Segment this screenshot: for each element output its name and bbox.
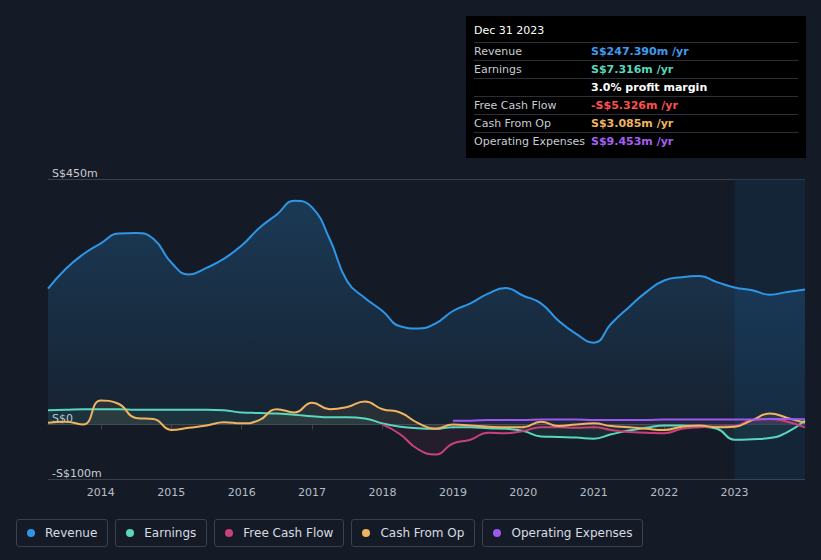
- html-text:Operating Expenses: Operating Expenses: [511, 526, 633, 540]
- html-text:Free Cash Flow: Free Cash Flow: [243, 526, 334, 540]
- svg-text:2017: 2017: [298, 486, 326, 499]
- svg-text:2015: 2015: [157, 486, 185, 499]
- html-text:S$7.316m /yr: S$7.316m /yr: [591, 63, 674, 76]
- svg-text:2021: 2021: [580, 486, 608, 499]
- html-text:S$9.453m /yr: S$9.453m /yr: [591, 135, 674, 148]
- svg-text:2018: 2018: [368, 486, 396, 499]
- svg-text:2019: 2019: [439, 486, 467, 499]
- html-text:Earnings: Earnings: [474, 63, 522, 76]
- svg-text:2016: 2016: [228, 486, 256, 499]
- html-text:S$247.390m /yr: S$247.390m /yr: [591, 45, 689, 58]
- svg-text:S$450m: S$450m: [52, 167, 98, 180]
- svg-text:2022: 2022: [650, 486, 678, 499]
- svg-text:2014: 2014: [87, 486, 115, 499]
- html-text:Revenue: Revenue: [45, 526, 98, 540]
- svg-text:2020: 2020: [509, 486, 537, 499]
- html-text:S$3.085m /yr: S$3.085m /yr: [591, 117, 674, 130]
- html-text:Revenue: Revenue: [474, 45, 522, 58]
- html-text:3.0% profit margin: 3.0% profit margin: [591, 81, 708, 94]
- html-text:Operating Expenses: Operating Expenses: [474, 135, 585, 148]
- html-text:Cash From Op: Cash From Op: [380, 526, 465, 540]
- html-text:Cash From Op: Cash From Op: [474, 117, 551, 130]
- html-text:Free Cash Flow: Free Cash Flow: [474, 99, 557, 112]
- html-text:-S$5.326m /yr: -S$5.326m /yr: [591, 99, 678, 112]
- html-text:Dec 31 2023: Dec 31 2023: [474, 24, 545, 37]
- svg-text:-S$100m: -S$100m: [52, 467, 102, 480]
- svg-text:2023: 2023: [721, 486, 749, 499]
- html-text:Earnings: Earnings: [144, 526, 197, 540]
